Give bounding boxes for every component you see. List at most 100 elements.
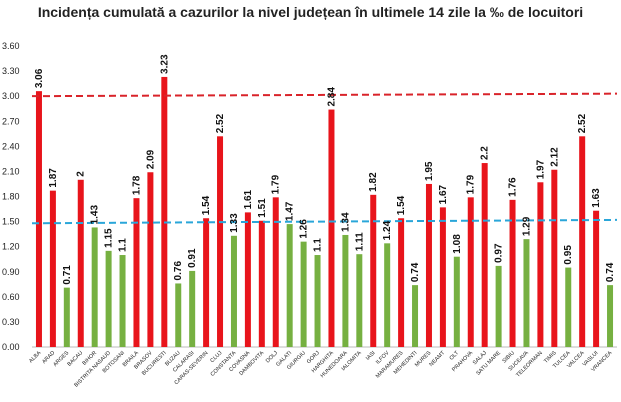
bar [593,210,600,347]
data-label: 1.97 [535,159,546,179]
bar [523,239,530,347]
bar [35,91,42,348]
bar [63,287,70,347]
data-label: 0.74 [605,262,616,282]
data-label: 2.52 [215,113,226,133]
bar [551,169,558,347]
bar [537,182,544,347]
bar [147,172,154,347]
bar [272,197,279,347]
data-label: 1.1 [118,238,129,252]
data-label: 1.43 [90,205,101,225]
data-label: 1.54 [396,195,407,215]
data-label: 1.1 [313,238,324,252]
chart-title: Incidența cumulată a cazurilor la nivel … [37,4,584,20]
data-label: 1.82 [368,172,379,192]
bar [133,198,140,347]
y-tick-label: 1.80 [2,192,20,202]
bar [203,218,210,347]
bar [412,285,419,347]
bar [300,241,307,347]
data-label: 1.79 [271,174,282,194]
data-label: 2 [76,171,87,177]
bar [565,267,572,347]
y-tick-label: 3.00 [2,91,20,101]
data-label: 0.97 [494,243,505,263]
bar [579,136,586,347]
bar [481,163,488,347]
y-tick-label: 3.60 [2,41,20,51]
data-label: 1.47 [285,201,296,221]
x-tick-label: NEAMT [428,350,446,368]
data-label: 1.67 [438,184,449,204]
bars-group [35,76,614,348]
data-label: 1.24 [382,220,393,240]
bar [453,256,460,347]
bar [328,109,335,348]
bar [509,199,516,347]
y-tick-label: 0.30 [2,317,20,327]
data-label: 1.33 [229,213,240,233]
data-label: 3.23 [159,54,170,74]
threshold-lines [31,92,618,225]
data-label: 1.29 [521,216,532,236]
data-label: 1.34 [340,212,351,232]
data-label: 1.78 [131,175,142,195]
bar [244,212,251,347]
bar [175,283,182,347]
bar [286,224,293,347]
y-tick-label: 3.30 [2,66,20,76]
data-label: 1.26 [299,219,310,239]
bar [439,207,446,347]
x-tick-label: OLT [449,350,461,362]
data-label: 2.09 [145,149,156,169]
bar [384,243,391,347]
data-label: 1.76 [508,177,519,197]
y-tick-label: 0.60 [2,292,20,302]
y-axis: 0.00 0.30 0.60 0.90 1.20 1.50 1.80 2.10 2.40 2.70… [2,41,617,352]
bar [342,234,349,347]
x-tick-label: BACAU [67,350,85,368]
bar [398,218,405,347]
y-tick-label: 0.00 [2,342,20,352]
bar [217,136,224,347]
data-label: 2.12 [549,147,560,167]
upper-threshold-line [31,92,618,98]
data-label: 1.08 [452,234,463,254]
data-label: 1.63 [591,188,602,208]
bar [91,227,98,347]
y-tick-label: 1.50 [2,217,20,227]
bar [370,194,377,347]
y-tick-label: 1.20 [2,242,20,252]
data-label: 1.79 [466,174,477,194]
data-label: 0.91 [187,248,198,268]
data-label: 2.84 [326,87,337,107]
data-label: 1.51 [257,198,268,218]
bar [607,285,614,347]
data-label: 1.15 [104,228,115,248]
data-label: 0.76 [173,261,184,281]
bar [356,254,363,347]
lower-threshold-line [31,218,618,225]
y-tick-label: 0.90 [2,267,20,277]
data-label: 1.61 [243,189,254,209]
y-tick-label: 2.40 [2,141,20,151]
bar [425,183,432,347]
bar [230,235,237,347]
bar [467,197,474,347]
x-tick-label: ALBA [28,350,42,364]
bar [49,190,56,347]
bar [495,265,502,347]
x-tick-label: IASI [365,350,377,362]
y-tick-label: 2.70 [2,116,20,126]
data-label: 2.52 [577,113,588,133]
bar [314,255,321,347]
data-label: 1.11 [354,232,365,251]
data-label: 3.06 [34,68,45,88]
bar [189,270,196,347]
data-label: 0.95 [563,245,574,265]
data-label: 1.87 [48,168,59,188]
